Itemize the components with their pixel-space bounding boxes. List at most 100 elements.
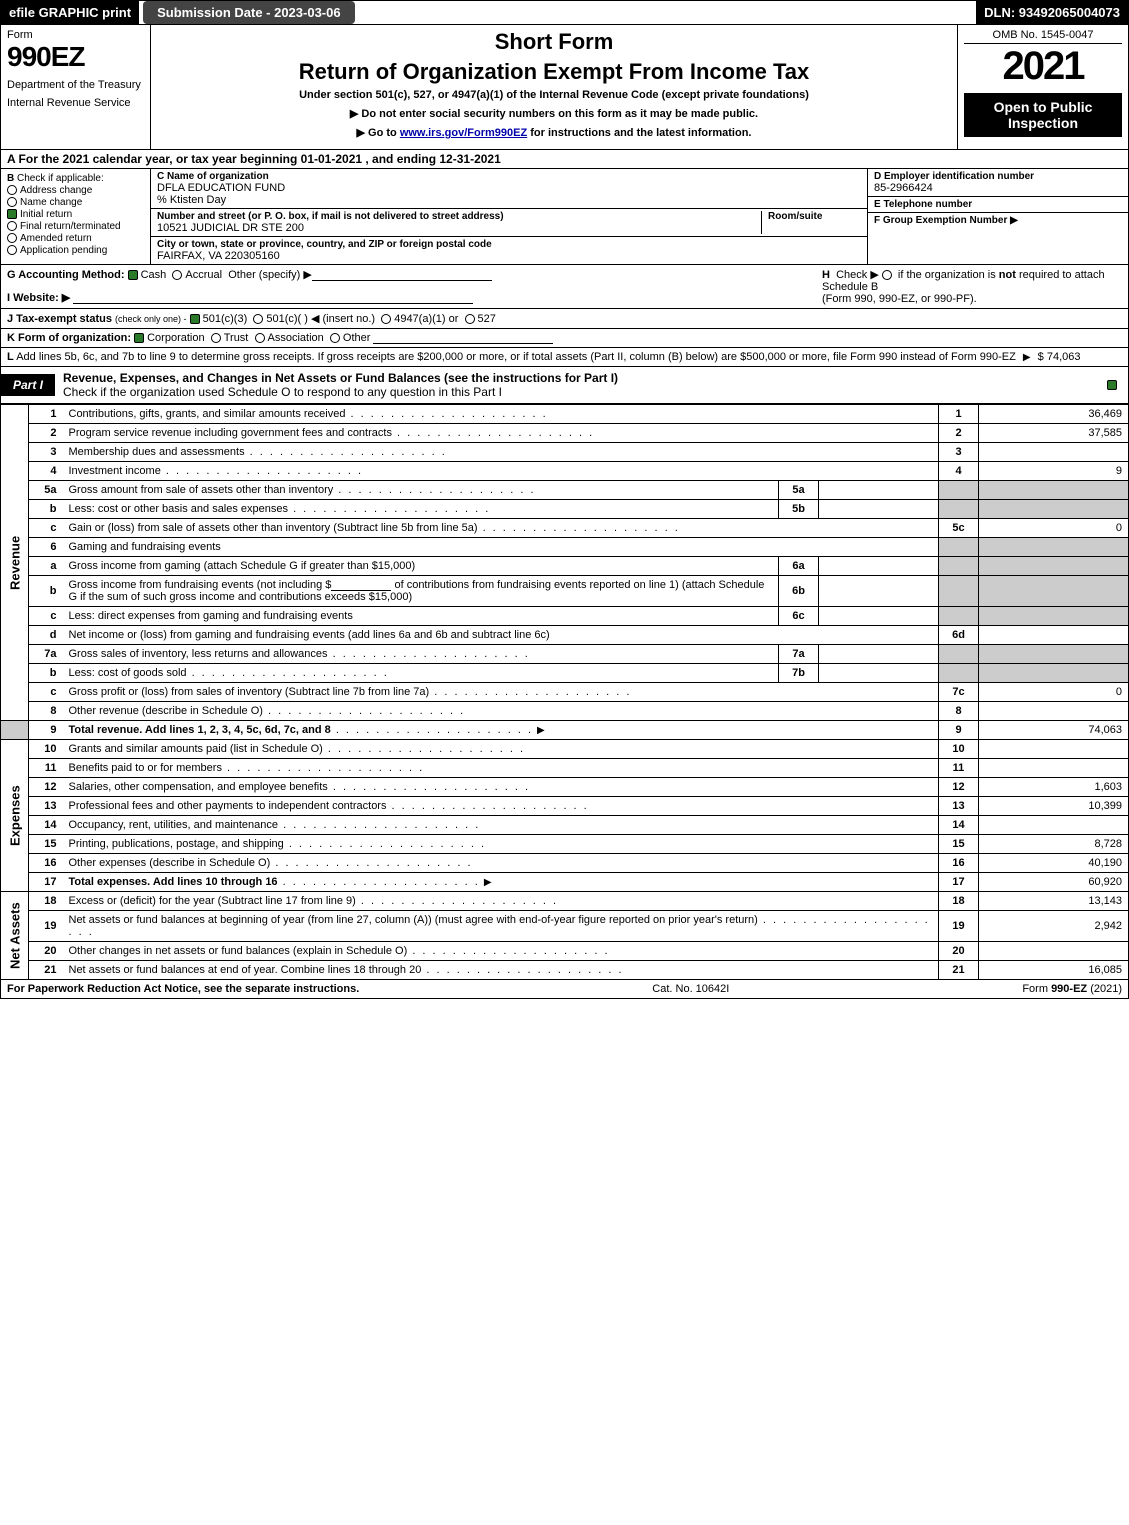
checkbox-accrual[interactable]: [172, 270, 182, 280]
footer-right: Form 990-EZ (2021): [1022, 983, 1122, 995]
line-no: 15: [29, 835, 63, 854]
checkbox-501c[interactable]: [253, 314, 263, 324]
line-box: 1: [939, 405, 979, 424]
irs-link[interactable]: www.irs.gov/Form990EZ: [400, 127, 527, 139]
checkbox-name-change[interactable]: [7, 197, 17, 207]
checkbox-other-org[interactable]: [330, 333, 340, 343]
opt-trust: Trust: [224, 332, 249, 344]
checkbox-association[interactable]: [255, 333, 265, 343]
checkbox-4947[interactable]: [381, 314, 391, 324]
checkbox-application-pending[interactable]: [7, 245, 17, 255]
line-no: a: [29, 557, 63, 576]
line-desc: Total revenue. Add lines 1, 2, 3, 4, 5c,…: [69, 724, 331, 736]
line-no: 11: [29, 759, 63, 778]
line-box: 14: [939, 816, 979, 835]
line-no: 20: [29, 942, 63, 961]
cb-label: Name change: [20, 197, 82, 208]
box-b: B Check if applicable: Address change Na…: [1, 169, 151, 264]
line-box: 13: [939, 797, 979, 816]
efile-print-label[interactable]: efile GRAPHIC print: [1, 1, 139, 24]
revenue-vertical-label: Revenue: [1, 405, 29, 721]
checkbox-amended-return[interactable]: [7, 233, 17, 243]
table-row: 15 Printing, publications, postage, and …: [1, 835, 1129, 854]
line-k-label: K Form of organization:: [7, 332, 131, 344]
footer-left: For Paperwork Reduction Act Notice, see …: [7, 983, 359, 995]
line-desc: Benefits paid to or for members: [69, 762, 222, 774]
cb-label: Address change: [20, 185, 92, 196]
line-amount: [979, 740, 1129, 759]
checkbox-address-change[interactable]: [7, 185, 17, 195]
opt-501c: 501(c)( ) ◀ (insert no.): [266, 313, 375, 325]
checkbox-527[interactable]: [465, 314, 475, 324]
table-row: b Gross income from fundraising events (…: [1, 576, 1129, 607]
line-amount: 16,085: [979, 961, 1129, 980]
netassets-vertical-label: Net Assets: [1, 892, 29, 980]
line-g-h: G Accounting Method: Cash Accrual Other …: [0, 265, 1129, 309]
opt-501c3: 501(c)(3): [203, 313, 248, 325]
form-word: Form: [7, 29, 144, 41]
line-6b-amount-field[interactable]: [331, 579, 391, 591]
checkbox-trust[interactable]: [211, 333, 221, 343]
line-box: 6d: [939, 626, 979, 645]
checkbox-final-return[interactable]: [7, 221, 17, 231]
info-block: B Check if applicable: Address change Na…: [0, 169, 1129, 265]
shaded-cell: [979, 538, 1129, 557]
line-amount: [979, 702, 1129, 721]
line-box: 7c: [939, 683, 979, 702]
street-label: Number and street (or P. O. box, if mail…: [157, 211, 761, 222]
checkbox-schedule-o-used[interactable]: [1107, 380, 1117, 390]
checkbox-initial-return[interactable]: [7, 209, 17, 219]
part-1-table: Revenue 1 Contributions, gifts, grants, …: [0, 404, 1129, 980]
line-amount: [979, 942, 1129, 961]
line-desc: Contributions, gifts, grants, and simila…: [69, 408, 346, 420]
mid-val: [819, 664, 939, 683]
part-1-label: Part I: [1, 374, 55, 396]
line-desc: Grants and similar amounts paid (list in…: [69, 743, 323, 755]
line-amount: 0: [979, 519, 1129, 538]
checkbox-cash[interactable]: [128, 270, 138, 280]
form-number: 990EZ: [7, 41, 144, 73]
other-org-field[interactable]: [373, 332, 553, 344]
under-section-text: Under section 501(c), 527, or 4947(a)(1)…: [159, 89, 949, 101]
box-f-label: F Group Exemption Number ▶: [874, 215, 1122, 226]
other-specify-field[interactable]: [312, 269, 492, 281]
shaded-cell: [939, 645, 979, 664]
header-left: Form 990EZ Department of the Treasury In…: [1, 25, 151, 149]
website-field[interactable]: [73, 292, 473, 304]
shaded-cell: [939, 607, 979, 626]
line-box: 2: [939, 424, 979, 443]
line-amount: 0: [979, 683, 1129, 702]
table-row: 19 Net assets or fund balances at beginn…: [1, 911, 1129, 942]
shaded-cell: [979, 576, 1129, 607]
header-right: OMB No. 1545-0047 2021 Open to Public In…: [958, 25, 1128, 149]
line-desc: Net assets or fund balances at beginning…: [69, 914, 758, 926]
room-label: Room/suite: [768, 211, 861, 222]
table-row: 8 Other revenue (describe in Schedule O)…: [1, 702, 1129, 721]
table-row: 2 Program service revenue including gove…: [1, 424, 1129, 443]
mid-box: 5b: [779, 500, 819, 519]
ein-value: 85-2966424: [874, 182, 1122, 194]
accrual-label: Accrual: [185, 269, 222, 281]
table-row: b Less: cost or other basis and sales ex…: [1, 500, 1129, 519]
footer-mid: Cat. No. 10642I: [359, 983, 1022, 995]
line-no: 17: [29, 873, 63, 892]
submission-date-button[interactable]: Submission Date - 2023-03-06: [143, 1, 355, 24]
table-row: c Less: direct expenses from gaming and …: [1, 607, 1129, 626]
line-h-check: Check ▶: [836, 269, 879, 281]
box-def: D Employer identification number 85-2966…: [868, 169, 1128, 264]
form-header: Form 990EZ Department of the Treasury In…: [0, 25, 1129, 150]
table-row: Net Assets 18 Excess or (deficit) for th…: [1, 892, 1129, 911]
page-footer: For Paperwork Reduction Act Notice, see …: [0, 980, 1129, 999]
mid-box: 6b: [779, 576, 819, 607]
checkbox-501c3[interactable]: [190, 314, 200, 324]
arrow-icon: [1019, 351, 1035, 363]
line-desc: Other changes in net assets or fund bala…: [69, 945, 408, 957]
line-no: 9: [29, 721, 63, 740]
table-row: a Gross income from gaming (attach Sched…: [1, 557, 1129, 576]
line-g-label: G Accounting Method:: [7, 269, 125, 281]
line-amount: [979, 759, 1129, 778]
line-no: 7a: [29, 645, 63, 664]
table-row: Expenses 10 Grants and similar amounts p…: [1, 740, 1129, 759]
checkbox-corporation[interactable]: [134, 333, 144, 343]
checkbox-schedule-b[interactable]: [882, 270, 892, 280]
